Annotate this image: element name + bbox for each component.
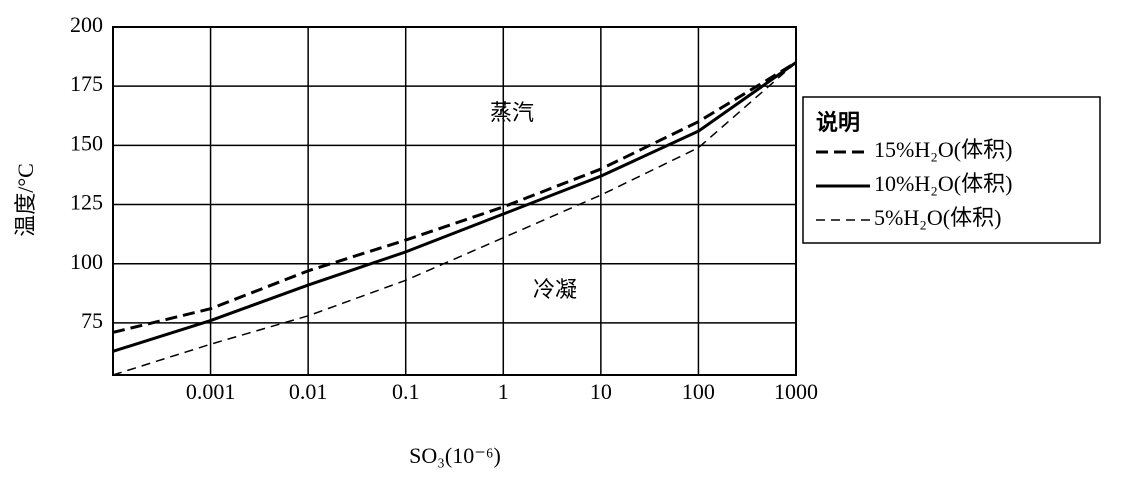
x-tick-label: 0.1 [392,379,420,404]
series-line [112,61,797,334]
legend-label: 15%H₂O(体积) [874,137,1012,162]
x-tick-label: 10 [590,379,612,404]
series-line [112,61,797,353]
y-tick-label: 175 [70,71,103,96]
annotation: 冷凝 [533,277,577,302]
plot-frame [112,26,797,376]
y-axis-label: 温度/°C [13,163,38,237]
series-line [112,61,797,376]
legend-label: 5%H₂O(体积) [874,205,1001,230]
legend-title: 说明 [816,110,860,135]
legend-box [802,96,1101,244]
x-tick-label: 0.001 [186,379,236,404]
y-tick-label: 200 [70,12,103,37]
y-tick-label: 150 [70,130,103,155]
y-tick-label: 125 [70,190,103,215]
x-tick-label: 0.01 [289,379,328,404]
y-tick-label: 75 [81,308,103,333]
legend-label: 10%H₂O(体积) [874,171,1012,196]
x-tick-label: 1 [498,379,509,404]
annotation: 蒸汽 [490,100,534,125]
x-tick-label: 100 [682,379,715,404]
y-tick-label: 100 [70,249,103,274]
x-axis-label: SO₃(10⁻⁶) [409,443,501,468]
x-tick-label: 1000 [774,379,818,404]
